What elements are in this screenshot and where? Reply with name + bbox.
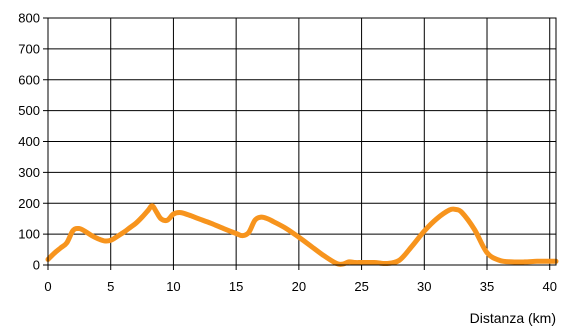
grid [48, 17, 556, 265]
x-tick-label-30: 30 [417, 279, 431, 294]
y-tick-label-700: 700 [18, 41, 40, 56]
axes [43, 17, 557, 270]
series-line-0 [45, 203, 559, 267]
y-tick-label-100: 100 [18, 227, 40, 242]
x-tick-label-35: 35 [480, 279, 494, 294]
y-tick-label-600: 600 [18, 72, 40, 87]
x-tick-label-0: 0 [44, 279, 51, 294]
y-tick-label-400: 400 [18, 134, 40, 149]
plot-frame [47, 17, 557, 266]
series-layer [45, 203, 559, 267]
y-tick-label-200: 200 [18, 196, 40, 211]
x-tick-label-40: 40 [542, 279, 556, 294]
x-tick-label-10: 10 [166, 279, 180, 294]
y-tick-label-500: 500 [18, 103, 40, 118]
x-tick-label-15: 15 [229, 279, 243, 294]
tick-labels: 0 100 200 300 400 500 600 700 800 0 5 10 15 20 25 30 35 4… [18, 11, 557, 295]
y-tick-label-800: 800 [18, 11, 40, 26]
x-tick-label-25: 25 [354, 279, 368, 294]
x-axis-title: Distanza (km) [470, 310, 556, 326]
x-tick-label-20: 20 [292, 279, 306, 294]
y-tick-label-0: 0 [33, 258, 40, 273]
x-tick-label-5: 5 [107, 279, 114, 294]
y-tick-label-300: 300 [18, 165, 40, 180]
